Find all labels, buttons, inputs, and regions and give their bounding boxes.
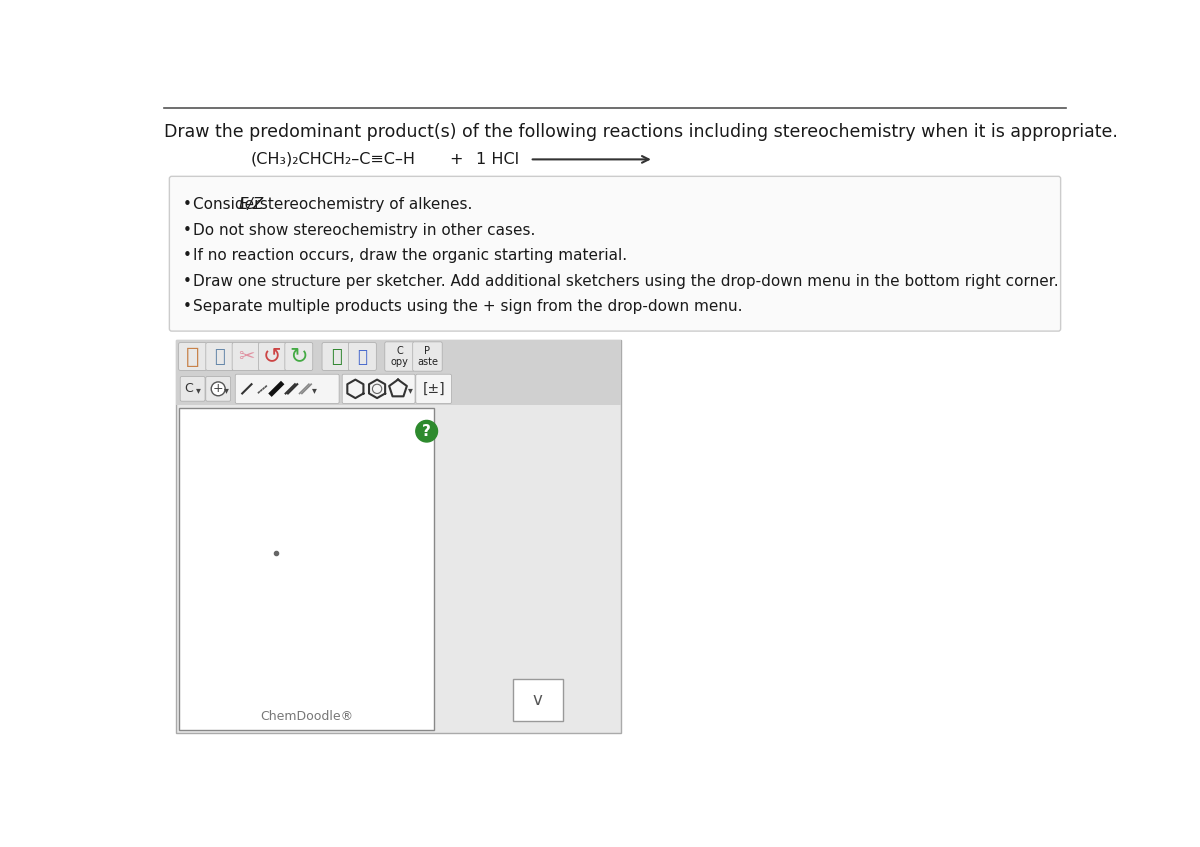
Text: ?: ? bbox=[422, 424, 431, 439]
Text: 🔍: 🔍 bbox=[331, 347, 341, 366]
Text: ↻: ↻ bbox=[289, 346, 308, 367]
Text: 🔍: 🔍 bbox=[358, 347, 367, 366]
FancyBboxPatch shape bbox=[348, 343, 377, 370]
Text: •: • bbox=[182, 274, 192, 289]
FancyBboxPatch shape bbox=[235, 374, 340, 403]
Text: v: v bbox=[533, 691, 542, 709]
FancyBboxPatch shape bbox=[206, 343, 234, 370]
FancyBboxPatch shape bbox=[385, 342, 414, 371]
Text: ▾: ▾ bbox=[312, 385, 317, 395]
Text: •: • bbox=[182, 223, 192, 238]
Text: +: + bbox=[449, 152, 463, 167]
Text: Do not show stereochemistry in other cases.: Do not show stereochemistry in other cas… bbox=[193, 223, 535, 238]
FancyBboxPatch shape bbox=[206, 377, 230, 401]
Text: ▾: ▾ bbox=[224, 385, 229, 395]
Text: +: + bbox=[212, 382, 223, 396]
Text: E/Z: E/Z bbox=[239, 197, 264, 213]
Text: •: • bbox=[182, 248, 192, 263]
Text: Draw one structure per sketcher. Add additional sketchers using the drop-down me: Draw one structure per sketcher. Add add… bbox=[193, 274, 1060, 289]
FancyBboxPatch shape bbox=[416, 374, 451, 403]
Text: ▾: ▾ bbox=[408, 385, 413, 395]
Text: ▾: ▾ bbox=[196, 385, 200, 395]
FancyBboxPatch shape bbox=[179, 408, 434, 730]
Text: •: • bbox=[182, 299, 192, 314]
Text: ChemDoodle®: ChemDoodle® bbox=[260, 710, 353, 722]
FancyBboxPatch shape bbox=[342, 374, 415, 403]
Text: [±]: [±] bbox=[422, 382, 445, 396]
Text: ↺: ↺ bbox=[263, 346, 282, 367]
Text: Draw the predominant product(s) of the following reactions including stereochemi: Draw the predominant product(s) of the f… bbox=[164, 123, 1118, 141]
FancyBboxPatch shape bbox=[175, 373, 622, 405]
Text: P
aste: P aste bbox=[416, 346, 438, 367]
Text: 🧴: 🧴 bbox=[215, 347, 226, 366]
Text: ✋: ✋ bbox=[186, 346, 199, 367]
Text: stereochemistry of alkenes.: stereochemistry of alkenes. bbox=[256, 197, 473, 213]
Circle shape bbox=[211, 382, 226, 396]
FancyBboxPatch shape bbox=[175, 340, 622, 733]
Text: Consider: Consider bbox=[193, 197, 265, 213]
FancyBboxPatch shape bbox=[413, 342, 442, 371]
FancyBboxPatch shape bbox=[180, 377, 205, 401]
Text: 1 HCl: 1 HCl bbox=[475, 152, 518, 167]
Text: (CH₃)₂CHCH₂–C≡C–H: (CH₃)₂CHCH₂–C≡C–H bbox=[251, 152, 415, 167]
FancyBboxPatch shape bbox=[512, 679, 563, 722]
Text: If no reaction occurs, draw the organic starting material.: If no reaction occurs, draw the organic … bbox=[193, 248, 628, 263]
FancyBboxPatch shape bbox=[169, 176, 1061, 331]
FancyBboxPatch shape bbox=[322, 343, 350, 370]
Text: Separate multiple products using the + sign from the drop-down menu.: Separate multiple products using the + s… bbox=[193, 299, 743, 314]
FancyBboxPatch shape bbox=[284, 343, 313, 370]
FancyBboxPatch shape bbox=[175, 340, 622, 373]
Text: ✂: ✂ bbox=[238, 347, 254, 366]
Circle shape bbox=[416, 420, 438, 442]
FancyBboxPatch shape bbox=[232, 343, 260, 370]
Text: C
opy: C opy bbox=[391, 346, 408, 367]
Text: •: • bbox=[182, 197, 192, 213]
Text: C: C bbox=[185, 382, 193, 396]
FancyBboxPatch shape bbox=[258, 343, 287, 370]
FancyBboxPatch shape bbox=[179, 343, 206, 370]
